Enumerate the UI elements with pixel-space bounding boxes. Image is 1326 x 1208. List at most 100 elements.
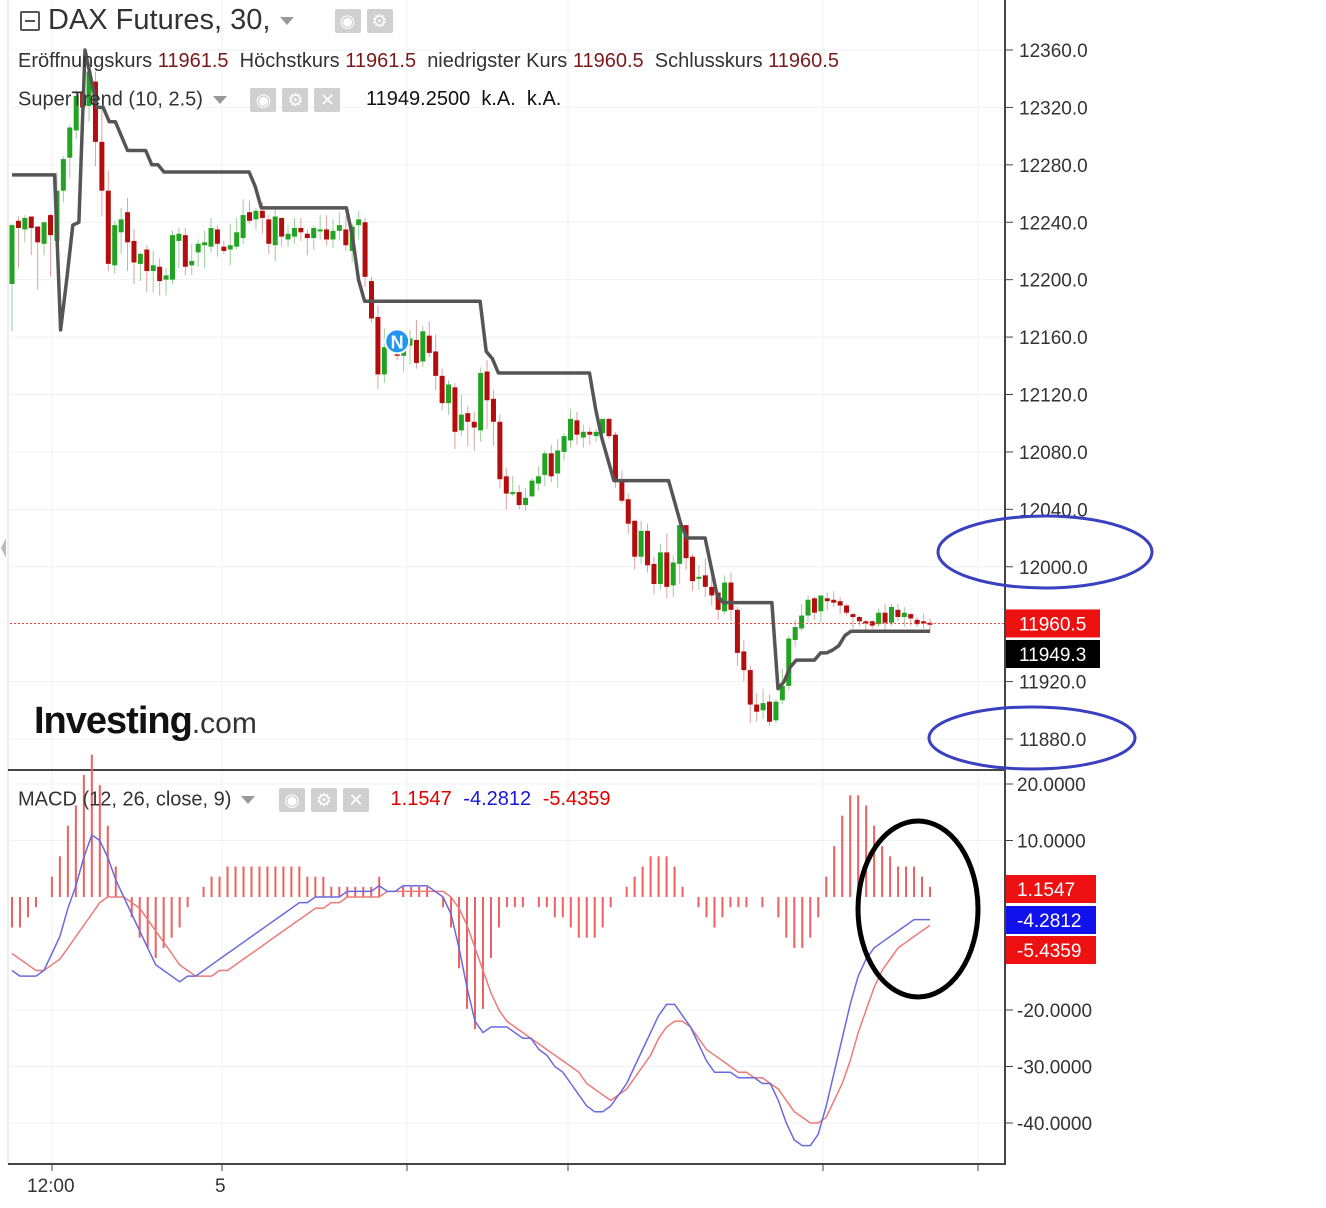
gear-icon[interactable]: ⚙ xyxy=(310,788,337,812)
gear-icon[interactable]: ⚙ xyxy=(282,88,309,112)
candle-body xyxy=(503,476,509,494)
candle-body xyxy=(336,225,342,231)
candle-body xyxy=(734,609,740,653)
y-tick-label: 12080.0 xyxy=(1019,443,1088,464)
candle-body xyxy=(901,612,907,617)
candle-body xyxy=(805,599,811,616)
y-tick-label: 11880.0 xyxy=(1019,730,1086,751)
candle-body xyxy=(869,621,875,626)
candle-body xyxy=(176,233,182,241)
candle-body xyxy=(914,619,920,625)
candle-body xyxy=(600,418,606,434)
candle-body xyxy=(99,141,105,191)
instrument-title: DAX Futures, 30, xyxy=(48,4,271,36)
low-label: niedrigster Kurs xyxy=(427,50,568,72)
macd-line-current-label: -4.2812 xyxy=(1017,911,1081,932)
news-marker-icon xyxy=(384,328,411,355)
candle-body xyxy=(105,190,111,264)
macd-hist-current-badge xyxy=(1006,875,1096,903)
candles xyxy=(9,70,933,727)
y-tick-label: -40.0000 xyxy=(1017,1114,1092,1135)
candle-body xyxy=(60,159,66,191)
eye-icon[interactable]: ◉ xyxy=(334,9,361,34)
collapse-handle-icon xyxy=(1,538,6,558)
candle-body xyxy=(888,606,894,623)
candle-body xyxy=(799,615,805,629)
y-tick-label: 12240.0 xyxy=(1019,213,1088,234)
gear-icon[interactable]: ⚙ xyxy=(366,9,393,34)
candle-body xyxy=(497,421,503,480)
grid xyxy=(10,0,1005,1162)
candle-body xyxy=(137,253,143,264)
candle-body xyxy=(311,227,317,239)
candle-body xyxy=(452,387,458,432)
candle-body xyxy=(272,216,278,246)
candle-body xyxy=(535,476,541,484)
candle-body xyxy=(850,614,856,617)
candle-body xyxy=(298,227,304,233)
candle-body xyxy=(818,595,824,612)
close-icon[interactable]: ✕ xyxy=(314,88,341,112)
annotation-ellipse-blue xyxy=(936,514,1154,590)
eye-icon[interactable]: ◉ xyxy=(278,788,305,812)
candle-body xyxy=(593,431,599,437)
candle-body xyxy=(792,627,798,640)
candle-body xyxy=(446,384,452,404)
logo-text: Investing xyxy=(34,700,193,742)
candle-body xyxy=(48,215,54,236)
candle-body xyxy=(163,275,169,280)
candle-body xyxy=(420,331,426,362)
y-tick-label: 12280.0 xyxy=(1019,156,1088,177)
candle-body xyxy=(41,222,47,244)
candle-body xyxy=(28,216,34,228)
candle-body xyxy=(317,229,323,232)
candle-body xyxy=(606,418,612,437)
candle-body xyxy=(157,266,163,282)
candle-body xyxy=(728,582,734,610)
candle-body xyxy=(266,219,272,244)
collapse-icon[interactable] xyxy=(20,11,40,32)
candle-body xyxy=(619,479,625,501)
candle-body xyxy=(709,586,715,596)
candle-body xyxy=(118,219,124,233)
candle-body xyxy=(677,525,683,564)
chevron-down-icon[interactable] xyxy=(212,96,227,104)
candle-body xyxy=(426,335,432,353)
candle-body xyxy=(510,492,516,495)
supertrend-legend: SuperTrend (10, 2.5) ◉ ⚙ ✕ 11949.2500 k.A.… xyxy=(18,88,561,112)
candle-body xyxy=(471,421,477,428)
candle-body xyxy=(92,81,98,142)
candle-body xyxy=(189,261,195,266)
high-label: Höchstkurs xyxy=(239,50,340,72)
eye-icon[interactable]: ◉ xyxy=(250,88,277,112)
candle-body xyxy=(9,225,15,284)
candle-body xyxy=(227,245,233,250)
candle-body xyxy=(112,225,118,266)
close-icon[interactable]: ✕ xyxy=(342,788,369,812)
candle-body xyxy=(683,525,689,559)
candle-body xyxy=(664,552,670,587)
candle-body xyxy=(844,605,850,613)
chevron-down-icon[interactable] xyxy=(241,796,256,804)
candle-body xyxy=(638,530,644,557)
y-tick-label: -30.0000 xyxy=(1017,1058,1092,1079)
candle-body xyxy=(702,575,708,587)
macd-label[interactable]: MACD (12, 26, close, 9) xyxy=(18,788,232,811)
candle-body xyxy=(741,651,747,671)
open-value: 11961.5 xyxy=(157,50,229,72)
supertrend-line xyxy=(12,48,930,691)
candle-body xyxy=(356,219,362,226)
candle-body xyxy=(837,601,843,606)
candle-body xyxy=(516,492,522,506)
supertrend-label[interactable]: SuperTrend (10, 2.5) xyxy=(18,88,203,111)
chevron-down-icon[interactable] xyxy=(280,17,295,26)
candle-body xyxy=(253,210,259,220)
macd-signal-current-badge xyxy=(1006,936,1096,964)
candle-body xyxy=(587,431,593,435)
supertrend-value-badge xyxy=(1006,640,1100,668)
candle-body xyxy=(754,704,760,712)
chart-title: DAX Futures, 30, ◉ ⚙ xyxy=(20,4,393,37)
candle-body xyxy=(433,351,439,376)
candle-body xyxy=(125,212,131,243)
